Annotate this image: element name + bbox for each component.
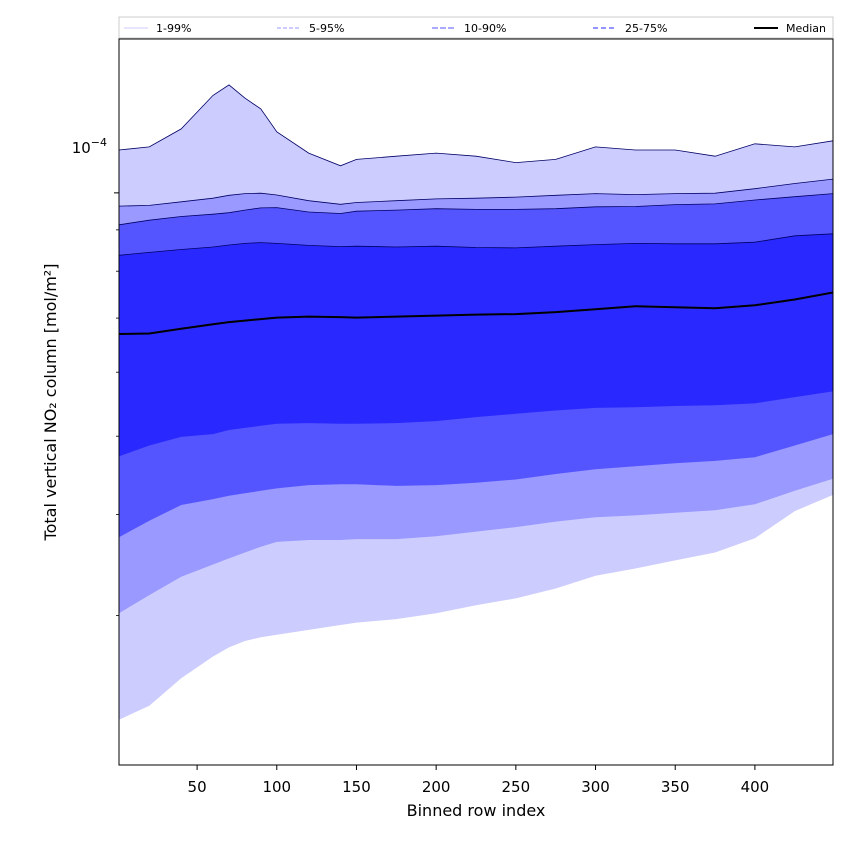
legend-label: 25-75%: [625, 22, 667, 35]
y-tick-label-exponent: −4: [91, 136, 107, 149]
x-tick-label: 250: [502, 778, 531, 796]
band-25-75-area: [119, 233, 833, 457]
x-tick-label: 400: [741, 778, 770, 796]
y-axis: 10−4: [72, 136, 119, 616]
band-25-75-upper-line: [119, 233, 833, 256]
legend-box: [118, 16, 834, 39]
x-tick-label: 200: [422, 778, 451, 796]
legend-label: 1-99%: [156, 22, 191, 35]
band-1-99-upper-line: [119, 84, 833, 167]
x-axis: 50 100 150 200 250 300 350 400: [188, 765, 770, 796]
legend-label: Median: [786, 22, 826, 35]
y-axis-label: Total vertical NO₂ column [mol/m²]: [41, 264, 60, 542]
y-tick-label-base: 10: [72, 139, 91, 157]
legend-label: 5-95%: [309, 22, 344, 35]
x-axis-label: Binned row index: [407, 801, 546, 820]
y-tick-label: 10−4: [72, 136, 107, 157]
x-tick-label: 100: [262, 778, 291, 796]
x-tick-label: 300: [581, 778, 610, 796]
legend-label: 10-90%: [464, 22, 506, 35]
band-5-95-upper-line: [119, 178, 833, 207]
x-tick-label: 150: [342, 778, 371, 796]
plot-frame: [118, 38, 834, 766]
median-layer: [119, 291, 833, 335]
x-tick-label: 350: [661, 778, 690, 796]
bands-layer: [119, 84, 833, 720]
band-10-90-upper-line: [119, 193, 833, 226]
median-line: [119, 291, 833, 335]
x-tick-label: 50: [188, 778, 207, 796]
legend: 1-99% 5-95% 10-90% 25-75% Median: [118, 16, 834, 39]
